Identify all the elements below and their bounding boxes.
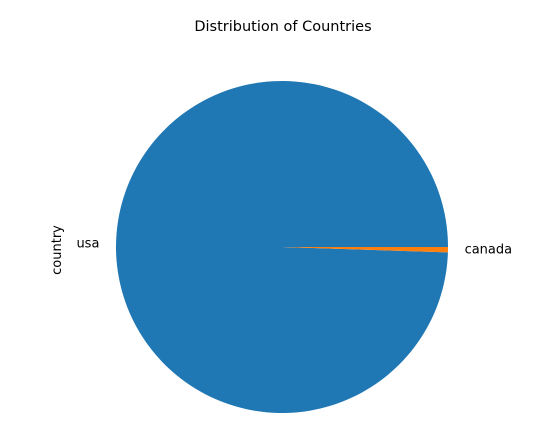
- slice-label-canada: canada: [465, 242, 513, 257]
- y-axis-label: country: [50, 225, 65, 275]
- chart-title: Distribution of Countries: [194, 19, 371, 35]
- pie-slices: [116, 81, 448, 413]
- slice-label-usa: usa: [76, 237, 99, 252]
